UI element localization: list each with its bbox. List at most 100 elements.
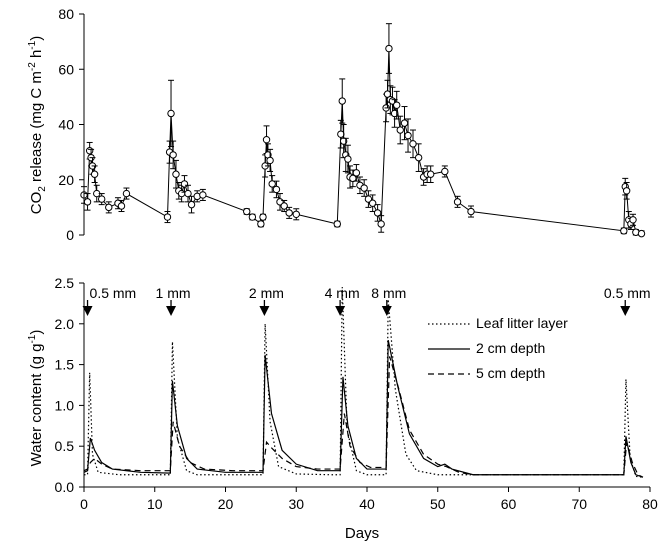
rain-event-arrow-head (620, 306, 631, 316)
co2-point (105, 203, 113, 212)
water-y-tick-label: 2.0 (55, 316, 75, 332)
co2-point (257, 220, 265, 228)
co2-point (409, 140, 417, 148)
co2-point (85, 147, 94, 155)
co2-y-tick-label: 80 (58, 6, 74, 22)
co2-point (426, 170, 435, 178)
co2-y-axis-title: CO2 release (mg C m-2 h-1) (27, 36, 48, 214)
water-y-tick-label: 1.5 (55, 357, 75, 373)
co2-point (404, 131, 412, 140)
co2-point (268, 180, 276, 188)
co2-point (337, 130, 345, 138)
co2-point (243, 207, 251, 216)
co2-point (172, 170, 180, 178)
co2-point (163, 213, 172, 221)
co2-point (620, 227, 628, 235)
co2-point (338, 97, 346, 105)
water-series (83, 287, 644, 478)
x-tick-label: 60 (501, 496, 517, 512)
co2-point (373, 209, 382, 217)
water-y-tick-label: 0.5 (55, 438, 75, 454)
co2-point (90, 170, 99, 178)
co2-point (248, 213, 257, 221)
x-tick-label: 0 (80, 496, 88, 512)
water-axes: 0.0 0.5 1.0 1.5 2.0 2.5 0 10 20 30 40 50 60 70 80 (55, 275, 658, 512)
rain-event-arrow-head (259, 306, 270, 316)
co2-point (360, 184, 368, 192)
co2-point (180, 180, 189, 188)
water-series-solid (83, 339, 644, 478)
water-y-tick-label: 0.0 (55, 479, 75, 495)
rain-events: 0.5 mm 1 mm 2 mm 4 mm 8 mm 0.5 mm (82, 285, 651, 316)
co2-point (385, 44, 393, 53)
co2-axes: 0 20 40 60 80 (58, 6, 85, 243)
co2-point (285, 209, 293, 217)
co2-point (262, 135, 271, 144)
co2-point (637, 229, 646, 238)
x-tick-label: 30 (288, 496, 304, 512)
co2-point (629, 216, 637, 224)
water-y-tick-label: 1.0 (55, 397, 75, 413)
x-tick-label: 10 (147, 496, 163, 512)
co2-point (292, 210, 300, 218)
co2-point (352, 169, 361, 177)
rain-event-arrow-head (166, 306, 177, 316)
co2-point (390, 109, 399, 118)
co2-point (199, 191, 207, 199)
co2-point (122, 189, 131, 198)
co2-point (396, 126, 404, 134)
co2-point (344, 155, 352, 163)
rain-event-label: 4 mm (325, 285, 360, 301)
x-tick-label: 50 (430, 496, 446, 512)
co2-y-tick-label: 40 (58, 117, 74, 133)
rain-event-label: 2 mm (249, 285, 284, 301)
co2-point (414, 153, 423, 162)
co2-point (187, 200, 196, 209)
x-tick-label: 80 (642, 496, 658, 512)
co2-point (117, 202, 126, 210)
co2-point (280, 202, 288, 210)
co2-point (400, 119, 409, 127)
co2-point (333, 220, 341, 228)
rain-event-label: 1 mm (156, 285, 191, 301)
co2-point (393, 101, 401, 109)
water-series-dashed (83, 356, 644, 478)
rain-event-label: 8 mm (371, 285, 406, 301)
co2-series (80, 23, 646, 238)
co2-point (467, 207, 475, 216)
rain-event-arrow-head (381, 306, 392, 316)
co2-point (259, 213, 267, 221)
co2-point (177, 189, 186, 198)
co2-point (622, 187, 631, 195)
co2-point (453, 198, 462, 206)
co2-y-tick-label: 20 (58, 172, 74, 188)
co2-point (266, 156, 274, 165)
legend-label: Leaf litter layer (476, 315, 568, 331)
legend: Leaf litter layer 2 cm depth 5 cm depth (428, 315, 568, 381)
x-tick-label: 70 (571, 496, 587, 512)
co2-panel: 0 20 40 60 80 CO2 release (mg C m-2 h-1) (27, 6, 646, 243)
legend-label: 5 cm depth (476, 365, 545, 381)
water-y-tick-label: 2.5 (55, 275, 75, 291)
x-axis-title: Days (345, 525, 379, 542)
x-tick-label: 40 (359, 496, 375, 512)
rain-event-label: 0.5 mm (90, 285, 137, 301)
water-series-dotted (84, 287, 643, 478)
co2-point (441, 167, 449, 176)
rain-event-label: 0.5 mm (604, 285, 651, 301)
legend-label: 2 cm depth (476, 340, 545, 356)
co2-point (184, 189, 192, 198)
co2-point (169, 151, 177, 159)
rain-event-arrow-head (335, 306, 346, 316)
co2-point (167, 109, 175, 118)
water-y-axis-title: Water content (g g-1) (27, 330, 45, 467)
co2-y-tick-label: 0 (66, 227, 74, 243)
co2-point (377, 220, 385, 228)
rain-event-arrow-head (82, 306, 93, 316)
water-panel: 0.5 mm 1 mm 2 mm 4 mm 8 mm 0.5 mm 0.0 0.5 1.0 1.… (27, 275, 658, 542)
co2-point (272, 185, 281, 194)
co2-y-tick-label: 60 (58, 61, 74, 77)
co2-point (97, 195, 106, 203)
x-tick-label: 20 (218, 496, 234, 512)
